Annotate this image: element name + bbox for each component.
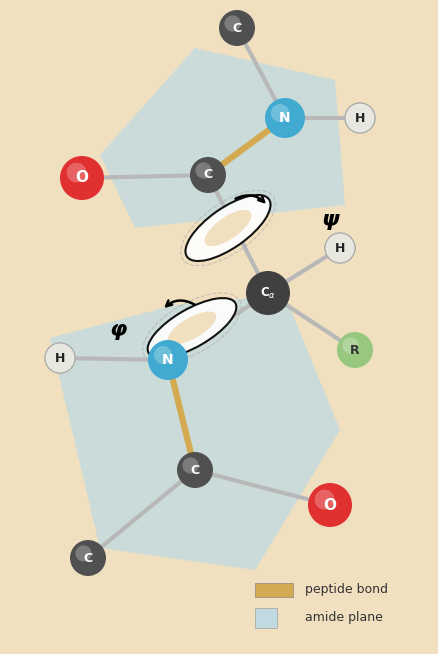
Text: amide plane: amide plane — [305, 611, 383, 625]
Ellipse shape — [205, 210, 251, 246]
Circle shape — [177, 452, 213, 488]
Circle shape — [219, 10, 255, 46]
Circle shape — [67, 163, 86, 182]
Bar — [255, 583, 293, 597]
Text: C: C — [191, 464, 200, 477]
Circle shape — [271, 104, 289, 122]
Circle shape — [265, 98, 305, 138]
Text: H: H — [55, 351, 65, 364]
Circle shape — [308, 483, 352, 527]
Text: O: O — [75, 171, 88, 186]
Ellipse shape — [168, 311, 216, 345]
Circle shape — [148, 340, 188, 380]
Circle shape — [195, 162, 212, 179]
Text: peptide bond: peptide bond — [305, 583, 388, 596]
Text: O: O — [324, 498, 336, 513]
Circle shape — [182, 457, 198, 473]
Text: C: C — [233, 22, 242, 35]
Circle shape — [45, 343, 75, 373]
Text: N: N — [162, 353, 174, 367]
Text: φ: φ — [110, 320, 127, 340]
Circle shape — [154, 346, 172, 364]
Circle shape — [190, 157, 226, 193]
Text: N: N — [279, 111, 291, 125]
Text: H: H — [335, 241, 345, 254]
Ellipse shape — [148, 298, 237, 358]
Circle shape — [246, 271, 290, 315]
Circle shape — [325, 233, 355, 263]
Circle shape — [314, 490, 334, 509]
Circle shape — [60, 156, 104, 200]
Circle shape — [343, 337, 359, 354]
Text: H: H — [355, 111, 365, 124]
Text: R: R — [350, 343, 360, 356]
Text: ψ: ψ — [321, 210, 339, 230]
Circle shape — [75, 545, 92, 562]
Circle shape — [337, 332, 373, 368]
Polygon shape — [50, 295, 340, 570]
Circle shape — [70, 540, 106, 576]
Text: C$_\alpha$: C$_\alpha$ — [260, 285, 276, 301]
Bar — [255, 608, 277, 628]
Polygon shape — [100, 48, 345, 228]
Text: C: C — [203, 169, 212, 182]
Circle shape — [224, 16, 240, 31]
Ellipse shape — [185, 195, 271, 261]
Circle shape — [345, 103, 375, 133]
Text: C: C — [83, 551, 92, 564]
